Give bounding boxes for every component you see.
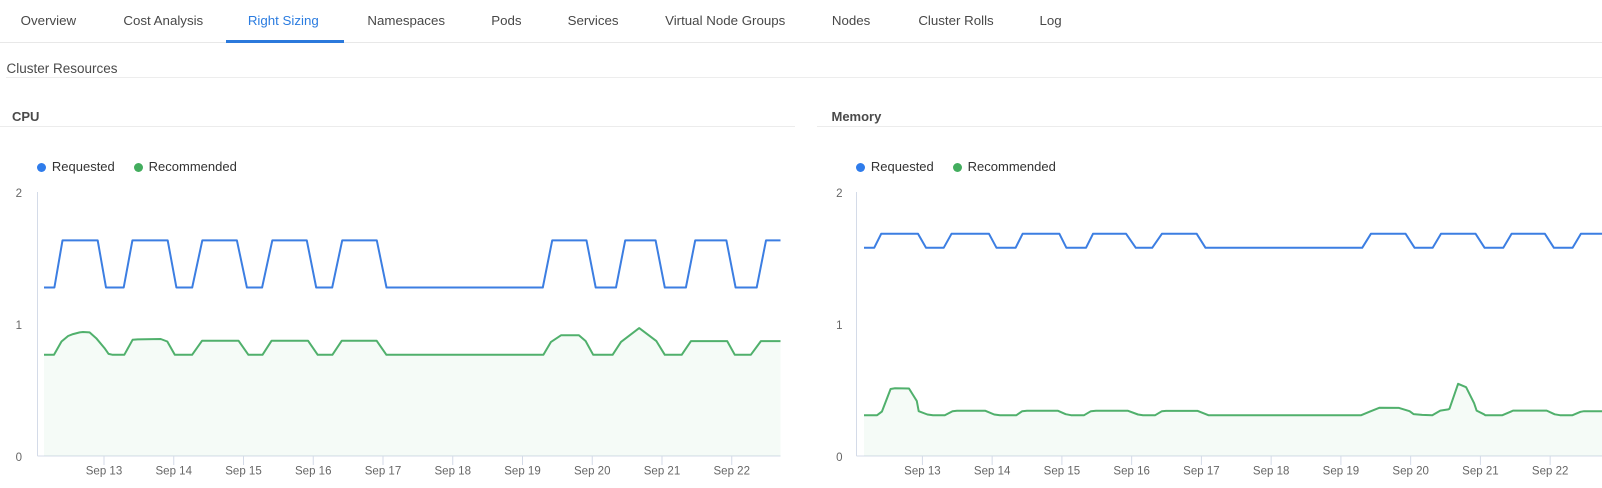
svg-text:Sep 13: Sep 13 [904, 465, 940, 477]
svg-text:Sep 20: Sep 20 [574, 465, 610, 477]
svg-text:Sep 17: Sep 17 [365, 465, 401, 477]
svg-text:Sep 20: Sep 20 [1392, 465, 1428, 477]
svg-text:Sep 22: Sep 22 [1532, 465, 1568, 477]
svg-text:Sep 16: Sep 16 [295, 465, 331, 477]
svg-text:Sep 21: Sep 21 [1462, 465, 1498, 477]
svg-text:Sep 18: Sep 18 [435, 465, 471, 477]
svg-text:Sep 16: Sep 16 [1113, 465, 1149, 477]
svg-text:Sep 18: Sep 18 [1253, 465, 1289, 477]
svg-text:1: 1 [16, 320, 22, 332]
svg-text:Sep 14: Sep 14 [974, 465, 1011, 477]
svg-text:Sep 14: Sep 14 [156, 465, 193, 477]
svg-text:Sep 22: Sep 22 [714, 465, 750, 477]
svg-text:2: 2 [16, 188, 22, 200]
svg-text:1: 1 [836, 320, 842, 332]
svg-text:Sep 21: Sep 21 [644, 465, 680, 477]
svg-text:0: 0 [836, 452, 842, 464]
svg-text:Sep 19: Sep 19 [1323, 465, 1359, 477]
svg-text:Sep 19: Sep 19 [504, 465, 540, 477]
svg-text:Sep 17: Sep 17 [1183, 465, 1219, 477]
svg-text:Sep 15: Sep 15 [1044, 465, 1080, 477]
svg-text:Sep 13: Sep 13 [86, 465, 122, 477]
svg-text:Sep 15: Sep 15 [225, 465, 261, 477]
svg-text:0: 0 [16, 452, 22, 464]
svg-text:2: 2 [836, 188, 842, 200]
